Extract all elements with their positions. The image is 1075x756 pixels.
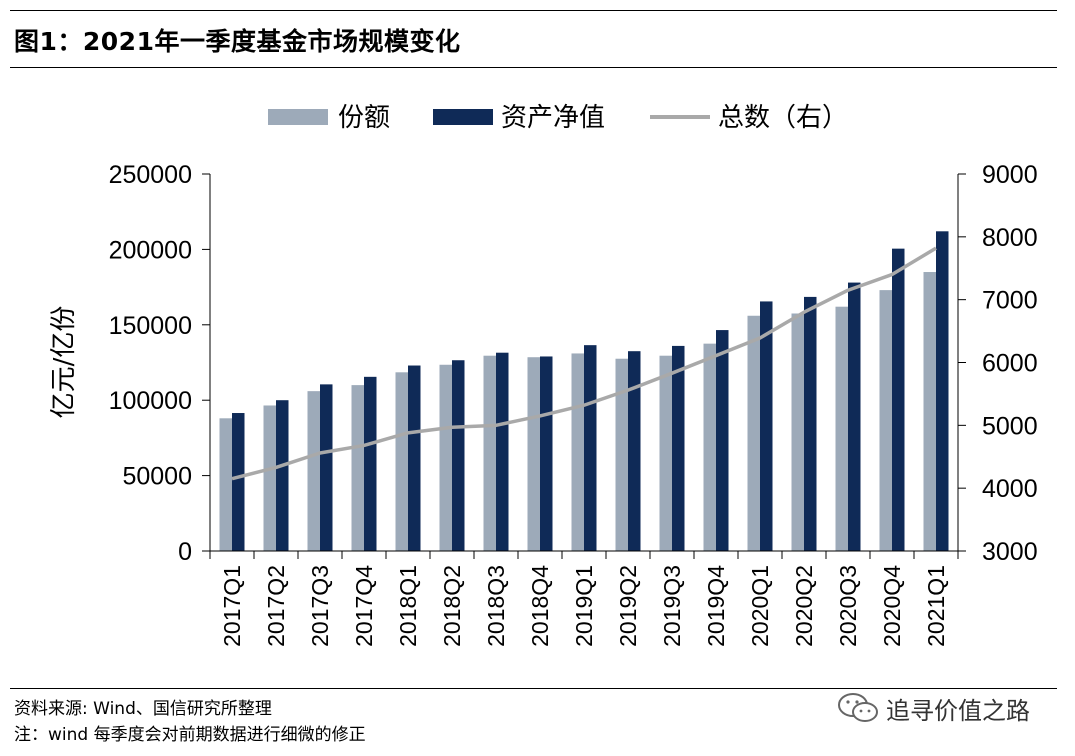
footnote: 注：wind 每季度会对前期数据进行细微的修正 (14, 725, 366, 745)
x-tick-label: 2018Q2 (439, 565, 465, 647)
right-tick-label: 7000 (982, 287, 1038, 315)
x-tick-label: 2018Q4 (527, 565, 553, 647)
x-tick-label: 2018Q1 (395, 565, 421, 647)
left-tick-label: 250000 (109, 161, 192, 189)
bar-shares (791, 313, 804, 551)
line-total-count (231, 246, 937, 481)
legend-label-count: 总数（右） (718, 103, 848, 133)
right-tick-label: 6000 (982, 350, 1038, 378)
bar-nav (672, 345, 685, 551)
legend-label-shares: 份额 (338, 103, 390, 133)
bar-nav (276, 400, 289, 551)
x-tick-label: 2017Q4 (351, 565, 377, 647)
x-tick-label: 2019Q4 (703, 565, 729, 647)
x-tick-label: 2017Q2 (263, 565, 289, 647)
bar-shares (395, 372, 408, 551)
right-tick-label: 5000 (982, 412, 1038, 440)
right-tick-label: 3000 (982, 538, 1038, 566)
x-tick-label: 2017Q3 (307, 565, 333, 647)
top-rule (10, 10, 1057, 11)
bar-nav (584, 345, 597, 551)
bar-shares (263, 405, 276, 551)
bar-nav (452, 360, 465, 551)
bar-shares (659, 355, 672, 551)
source-note: 资料来源: Wind、国信研究所整理 (14, 699, 272, 719)
x-tick-label: 2019Q2 (615, 565, 641, 647)
bar-shares (615, 358, 628, 551)
left-tick-label: 150000 (109, 312, 192, 340)
bar-shares (439, 364, 452, 551)
x-tick-label: 2019Q3 (659, 565, 685, 647)
x-tick-label: 2020Q3 (835, 565, 861, 647)
bar-nav (804, 296, 817, 551)
bar-shares (351, 385, 364, 551)
bar-shares (703, 343, 716, 551)
title-rule (10, 67, 1057, 68)
bar-shares (571, 353, 584, 551)
bar-nav (716, 330, 729, 551)
footer-rule (10, 688, 1057, 689)
right-tick-label: 4000 (982, 475, 1038, 503)
bar-nav (232, 413, 245, 551)
bar-nav (892, 248, 905, 551)
bar-shares (219, 418, 232, 551)
legend-swatch-shares (268, 109, 328, 125)
bar-shares (483, 355, 496, 551)
brand-name: 追寻价值之路 (886, 696, 1030, 725)
legend-swatch-nav (433, 109, 493, 125)
bar-shares (527, 357, 540, 551)
left-tick-label: 0 (178, 538, 192, 566)
left-tick-label: 100000 (109, 387, 192, 415)
y-axis-label: 亿元/亿份 (49, 306, 79, 419)
bar-shares (835, 306, 848, 551)
x-tick-label: 2021Q1 (923, 565, 949, 647)
bar-nav (408, 365, 421, 551)
bar-shares (879, 290, 892, 551)
x-tick-label: 2017Q1 (219, 565, 245, 647)
bar-nav (848, 282, 861, 551)
bar-nav (936, 231, 949, 552)
x-tick-label: 2020Q4 (879, 565, 905, 647)
x-tick-label: 2020Q1 (747, 565, 773, 647)
figure-title: 图1：2021年一季度基金市场规模变化 (14, 27, 461, 56)
left-tick-label: 50000 (122, 463, 192, 491)
bar-nav (364, 376, 377, 551)
brand-watermark: 追寻价值之路 (836, 690, 1030, 726)
x-tick-label: 2018Q3 (483, 565, 509, 647)
left-tick-label: 200000 (109, 236, 192, 264)
legend-label-nav: 资产净值 (501, 103, 605, 133)
bar-nav (540, 356, 553, 551)
bar-shares (747, 315, 760, 551)
right-tick-label: 8000 (982, 224, 1038, 252)
wechat-icon (838, 693, 878, 722)
bar-nav (628, 351, 641, 551)
fund-size-chart: 0 50000 100000 150000 200000 250000 3000 4000 50… (49, 103, 1038, 647)
bar-nav (320, 384, 333, 551)
bar-nav (496, 352, 509, 551)
bar-shares (307, 391, 320, 551)
x-tick-label: 2019Q1 (571, 565, 597, 647)
right-tick-label: 9000 (982, 161, 1038, 189)
x-tick-label: 2020Q2 (791, 565, 817, 647)
bar-shares (923, 272, 936, 551)
bar-nav (760, 301, 773, 551)
